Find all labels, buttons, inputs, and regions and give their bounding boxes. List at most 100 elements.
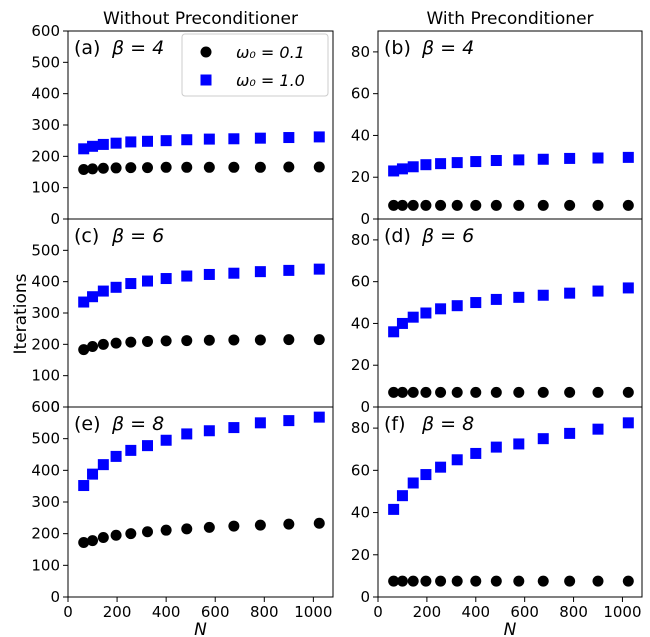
data-point-square [142, 440, 153, 452]
data-point-circle [283, 334, 295, 346]
y-tick-label: 80 [351, 43, 370, 61]
data-point-circle [228, 520, 240, 532]
data-point-square [125, 444, 137, 456]
data-point-square [142, 275, 153, 287]
data-point-square [592, 423, 604, 435]
data-point-circle [513, 386, 525, 398]
data-point-square [125, 136, 137, 148]
data-point-circle [490, 199, 502, 211]
x-tick-label: 400 [461, 603, 490, 621]
x-tick-label: 200 [103, 603, 132, 621]
data-point-square [451, 157, 463, 169]
legend-marker-circle [200, 46, 212, 58]
data-point-square [407, 477, 419, 489]
y-tick-label: 0 [50, 398, 60, 416]
data-point-square [490, 293, 502, 305]
data-point-circle [78, 163, 90, 175]
data-point-square [435, 303, 447, 315]
data-point-square [160, 135, 172, 147]
data-point-circle [592, 199, 604, 211]
y-tick-label: 300 [31, 493, 60, 511]
data-point-square [490, 155, 502, 167]
data-point-square [87, 140, 99, 152]
data-point-square [420, 469, 432, 481]
data-point-square [160, 273, 172, 285]
x-tick-label: 0 [63, 603, 73, 621]
panel-annotation: β = 4 [421, 37, 474, 59]
data-point-circle [313, 334, 325, 346]
data-point-circle [97, 338, 109, 350]
data-point-square [420, 159, 432, 171]
data-point-circle [435, 386, 447, 398]
data-point-circle [110, 162, 122, 174]
data-point-circle [490, 386, 502, 398]
data-point-square [181, 134, 193, 146]
data-point-circle [254, 519, 266, 531]
data-point-square [181, 428, 193, 440]
panel-annotation: β = 6 [421, 225, 474, 247]
data-point-square [160, 434, 172, 446]
data-point-square [407, 311, 419, 323]
data-point-square [142, 135, 153, 147]
data-point-square [513, 438, 525, 450]
panel-label: (c) [74, 225, 99, 247]
y-tick-label: 20 [351, 356, 370, 374]
panel-a: 0 100 200 300 400 500 600 (a) β = 4 Without Preco… [31, 9, 334, 228]
y-tick-label: 600 [31, 398, 60, 416]
data-point-circle [142, 162, 153, 174]
data-point-circle [470, 199, 482, 211]
panel-annotation: β = 6 [111, 225, 164, 247]
x-tick-label: 200 [413, 603, 442, 621]
data-point-circle [160, 161, 172, 173]
data-point-circle [537, 199, 549, 211]
axes-frame [377, 30, 643, 220]
data-point-circle [537, 575, 549, 587]
y-tick-label: 300 [31, 116, 60, 134]
data-point-circle [622, 386, 634, 398]
data-point-square [110, 137, 122, 149]
data-point-square [396, 490, 408, 502]
y-tick-label: 400 [31, 461, 60, 479]
y-tick-label: 20 [351, 168, 370, 186]
data-point-circle [125, 528, 137, 540]
panel-d: 0 20 40 60 80 (d) β = 6 [351, 218, 643, 416]
data-point-circle [78, 344, 90, 356]
data-point-circle [87, 535, 99, 547]
data-point-circle [181, 523, 193, 535]
data-point-square [388, 503, 400, 515]
data-point-square [313, 263, 325, 275]
data-point-square [490, 441, 502, 453]
data-point-circle [537, 386, 549, 398]
data-point-square [396, 163, 408, 175]
column-title: With Preconditioner [426, 9, 593, 29]
data-point-square [110, 450, 122, 462]
y-tick-label: 500 [31, 53, 60, 71]
data-point-square [97, 285, 109, 297]
panel-label: (b) [384, 37, 411, 59]
y-tick-label: 0 [50, 588, 60, 606]
x-axis-label: N [194, 620, 207, 637]
data-point-circle [420, 199, 432, 211]
data-point-square [622, 282, 634, 294]
legend-entry-label: ω₀ = 1.0 [236, 71, 305, 90]
y-tick-label: 20 [351, 546, 370, 564]
data-point-square [254, 417, 266, 429]
y-tick-label: 200 [31, 147, 60, 165]
data-point-square [622, 417, 634, 429]
data-point-circle [142, 526, 153, 538]
x-tick-label: 800 [250, 603, 279, 621]
data-point-circle [87, 163, 99, 175]
y-tick-label: 60 [351, 461, 370, 479]
y-tick-label: 100 [31, 367, 60, 385]
data-point-square [283, 132, 295, 144]
data-point-circle [254, 161, 266, 173]
data-point-circle [564, 386, 576, 398]
y-tick-label: 100 [31, 556, 60, 574]
panel-c: 0 100 200 300 400 500 (c) β = 6 Iterations [11, 218, 334, 416]
x-tick-label: 800 [559, 603, 588, 621]
data-point-square [87, 468, 99, 480]
column-title: Without Preconditioner [103, 9, 298, 29]
data-point-square [203, 425, 215, 437]
